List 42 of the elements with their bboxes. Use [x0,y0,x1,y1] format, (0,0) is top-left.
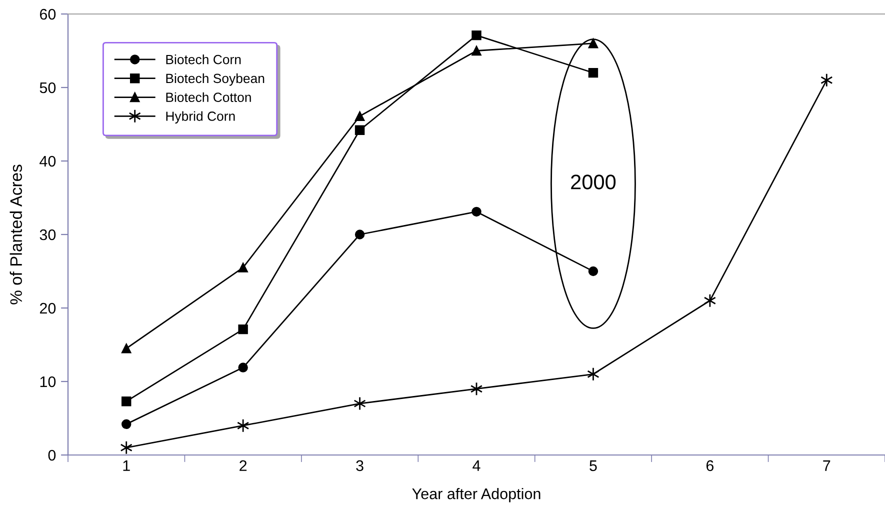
x-tick-label: 2 [240,460,247,471]
y-tick-label: 30 [40,229,56,240]
y-tick-label: 0 [48,450,56,461]
y-tick-label: 50 [40,82,56,94]
x-tick-label: 5 [590,460,597,472]
point [588,38,598,48]
point [121,419,132,429]
y-tick-label: 20 [40,302,56,314]
x-tick-label: 4 [472,460,480,471]
legend-label: Biotech Soybean [166,73,264,86]
point [354,230,365,240]
point [354,111,365,122]
x-tick-label: 7 [823,460,830,471]
point [236,418,250,433]
legend-label: Biotech Corn [166,54,241,64]
point [238,362,248,372]
point [238,324,248,334]
point [820,73,833,88]
point [588,68,598,78]
y-axis-title: % of Planted Acres [10,164,22,304]
point [354,125,365,135]
x-axis-title: Year after Adoption [412,488,540,502]
point [120,440,132,455]
legend-label: Hybrid Corn [166,111,235,124]
point [238,262,248,272]
x-tick-label: 6 [706,460,714,472]
annotation: 2000 [571,174,616,190]
y-tick-label: 40 [40,156,56,167]
point [121,396,132,406]
point [472,206,482,217]
point [588,266,598,276]
x-tick-label: 3 [356,460,364,472]
point [354,396,366,410]
legend-label: Biotech Cotton [166,92,251,102]
x-tick-label: 1 [123,460,130,471]
point [121,344,132,354]
y-tick-label: 10 [40,376,56,388]
point [472,30,482,40]
y-tick-label: 60 [40,8,56,20]
point [472,46,482,56]
point [587,367,600,382]
point [704,294,716,308]
